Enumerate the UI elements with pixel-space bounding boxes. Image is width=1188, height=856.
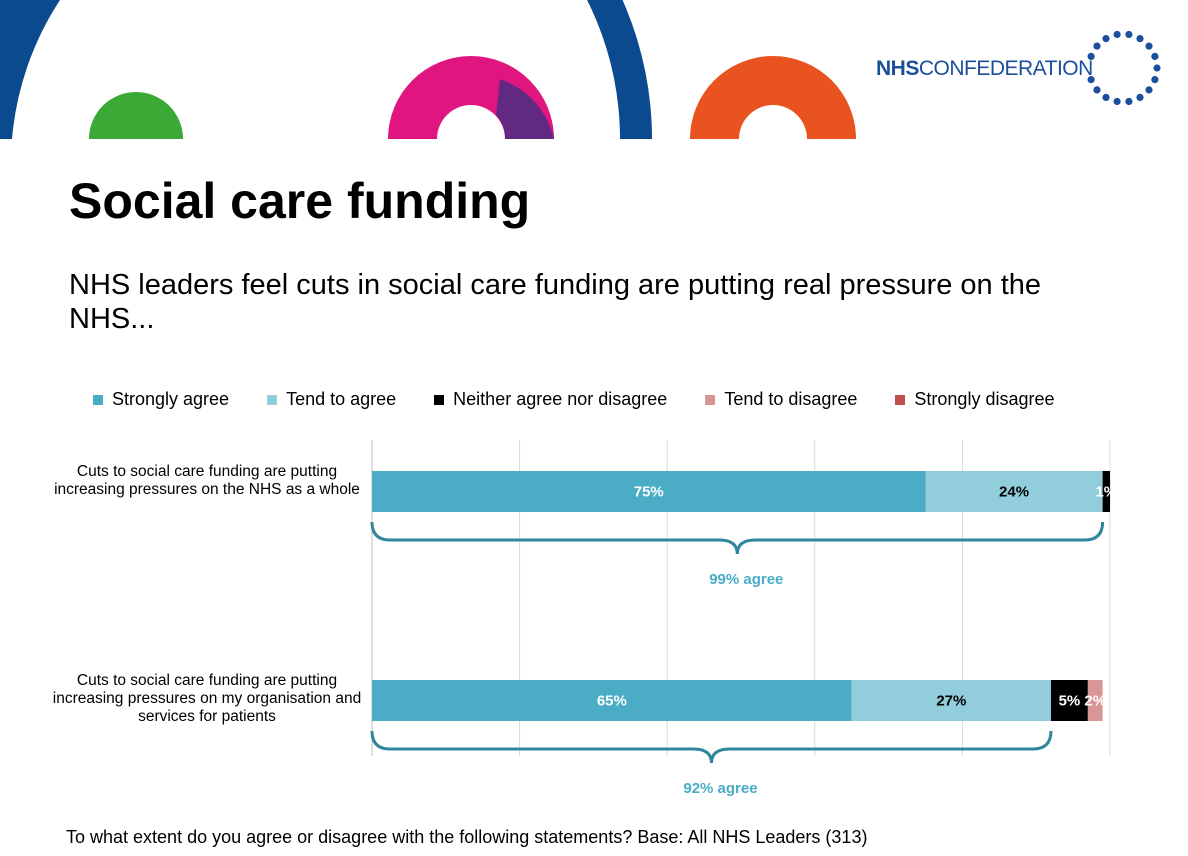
category-label: Cuts to social care funding are putting …	[54, 463, 360, 498]
logo-bold-text: NHS	[876, 57, 919, 80]
bar-segment	[372, 680, 852, 721]
purple-overlap-shape	[496, 79, 554, 139]
footnote: To what extent do you agree or disagree …	[66, 827, 868, 847]
bar-segment	[1087, 680, 1103, 721]
logo-dot	[1102, 93, 1110, 101]
logo-dot	[1125, 30, 1133, 39]
logo-wordmark: NHSCONFEDERATION	[876, 57, 1093, 81]
chart-legend: Strongly agree Tend to agree Neither agree…	[93, 389, 1093, 410]
logo-dot	[1145, 42, 1153, 50]
data-label: 2%	[1084, 693, 1106, 710]
logo-light-text: CONFEDERATION	[918, 57, 1093, 80]
header-decoration	[0, 0, 856, 139]
logo-dot	[1125, 97, 1133, 106]
legend-item: Neither agree nor disagree	[434, 389, 667, 410]
agree-bracket	[370, 521, 1105, 555]
logo-dot	[1087, 76, 1095, 84]
logo-dot	[1145, 86, 1153, 94]
legend-label: Strongly disagree	[914, 389, 1055, 409]
legend-swatch	[267, 394, 278, 405]
legend-swatch	[434, 394, 445, 405]
logo-dot	[1113, 97, 1121, 106]
legend-item: Tend to disagree	[705, 389, 857, 410]
navy-arc-inner	[0, 0, 60, 139]
legend-item: Tend to agree	[267, 389, 396, 410]
logo-dot	[1153, 64, 1161, 72]
data-label: 24%	[999, 484, 1029, 501]
agree-bracket-label: 99% agree	[709, 571, 783, 588]
logo-dot	[1093, 86, 1101, 94]
legend-label: Tend to disagree	[724, 389, 858, 409]
logo-dot	[1113, 30, 1121, 39]
data-label: 5%	[1059, 693, 1081, 710]
agree-bracket	[370, 730, 1053, 764]
legend-item: Strongly agree	[93, 389, 229, 410]
logo-dot	[1087, 52, 1095, 60]
agree-bracket-label: 92% agree	[683, 780, 757, 797]
logo-dot	[1093, 42, 1101, 50]
logo-dot	[1136, 35, 1144, 43]
logo-dot	[1102, 35, 1110, 43]
legend-item: Strongly disagree	[895, 389, 1055, 410]
category-label: Cuts to social care funding are putting …	[52, 672, 362, 725]
page-subtitle: NHS leaders feel cuts in social care fun…	[69, 269, 1042, 335]
legend-label: Neither agree nor disagree	[453, 389, 668, 409]
legend-label: Tend to agree	[286, 389, 397, 409]
bar-segment	[372, 471, 926, 512]
stacked-bar-chart: 75% 24% 1% 99% agree 65% 27% 5% 2% 92% agree	[370, 440, 1117, 797]
nhs-confederation-logo: NHSCONFEDERATION	[876, 28, 1166, 112]
page-title: Social care funding	[69, 173, 531, 229]
legend-label: Strongly agree	[112, 389, 230, 409]
data-label: 1%	[1095, 484, 1117, 501]
green-half-circle	[89, 92, 183, 139]
orange-arc-shape	[690, 56, 856, 139]
bar-segment	[1102, 471, 1110, 512]
logo-dot	[1151, 52, 1159, 60]
logo-dots-icon	[1087, 30, 1161, 106]
data-label: 65%	[597, 693, 627, 710]
data-label: 75%	[634, 484, 664, 501]
bar-segment	[1050, 680, 1088, 721]
data-label: 27%	[936, 693, 966, 710]
bar-segment	[851, 680, 1051, 721]
legend-swatch	[705, 394, 716, 405]
logo-dot	[1136, 93, 1144, 101]
logo-dot	[1151, 76, 1159, 84]
bar-segment	[925, 471, 1103, 512]
legend-swatch	[895, 394, 906, 405]
legend-swatch	[93, 394, 103, 405]
